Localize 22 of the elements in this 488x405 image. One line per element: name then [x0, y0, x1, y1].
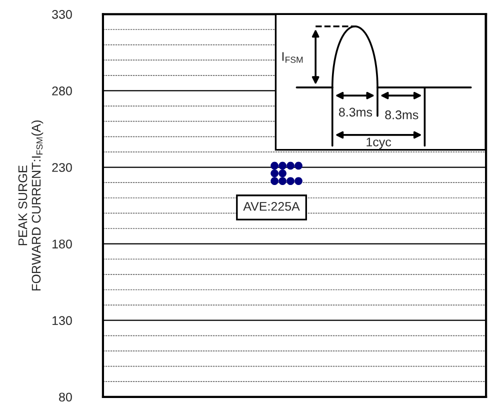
point	[278, 162, 286, 170]
annotation: 8.3ms	[338, 108, 372, 117]
point	[286, 177, 294, 185]
y-tick-label: 280	[52, 86, 72, 96]
point	[286, 162, 294, 170]
y-tick-label: 230	[52, 163, 72, 172]
annotation: 1cyc	[366, 138, 392, 149]
annotation: I$_{FSM}$	[282, 52, 303, 63]
annotation: 8.3ms	[385, 110, 418, 120]
point	[270, 162, 278, 170]
point	[270, 177, 278, 185]
point	[270, 169, 278, 178]
point	[294, 177, 302, 185]
y-tick-label: 130	[52, 316, 72, 326]
y-tick-label: 330	[52, 10, 72, 19]
point	[278, 169, 286, 178]
y-tick-label: 80	[59, 392, 72, 402]
point	[294, 162, 302, 170]
y-axis-title: PEAK SURGE FORWARD CURRENT:I$_{FSM}$(A)	[18, 120, 44, 290]
annotation: AVE:225A	[243, 202, 300, 211]
point	[278, 177, 286, 185]
y-tick-label: 180	[52, 240, 72, 248]
